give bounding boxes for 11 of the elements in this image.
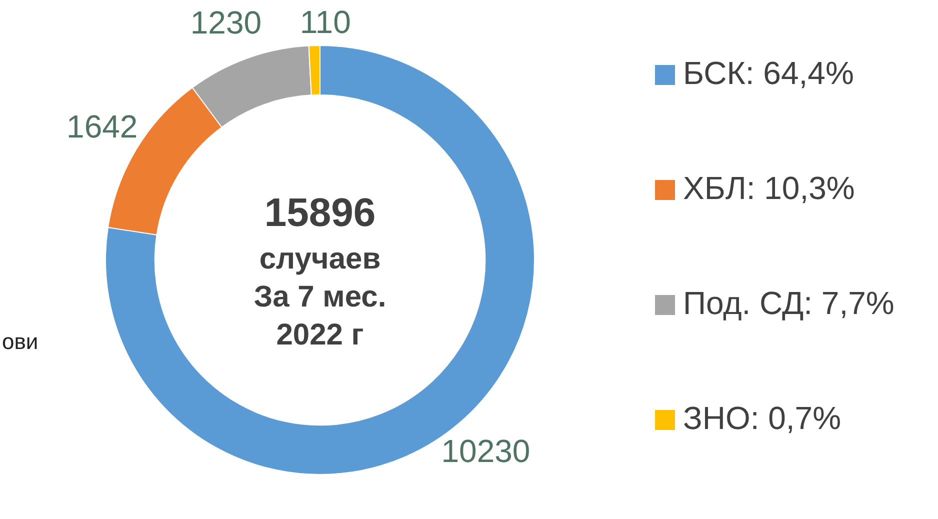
data-label: 110 bbox=[300, 4, 351, 40]
legend-label: ЗНО: 0,7% bbox=[683, 400, 842, 436]
text: ови bbox=[2, 329, 38, 354]
text: 15896 bbox=[264, 191, 376, 236]
data-label: 1642 bbox=[66, 108, 138, 144]
legend-label: БСК: 64,4% bbox=[683, 54, 854, 91]
text: случаев За 7 мес. 2022 г bbox=[254, 242, 386, 352]
legend-label: Под. СД: 7,7% bbox=[683, 284, 894, 321]
legend-label: ХБЛ: 10,3% bbox=[683, 170, 855, 206]
data-label: 10230 bbox=[441, 432, 530, 469]
data-label: 1230 bbox=[190, 4, 262, 40]
